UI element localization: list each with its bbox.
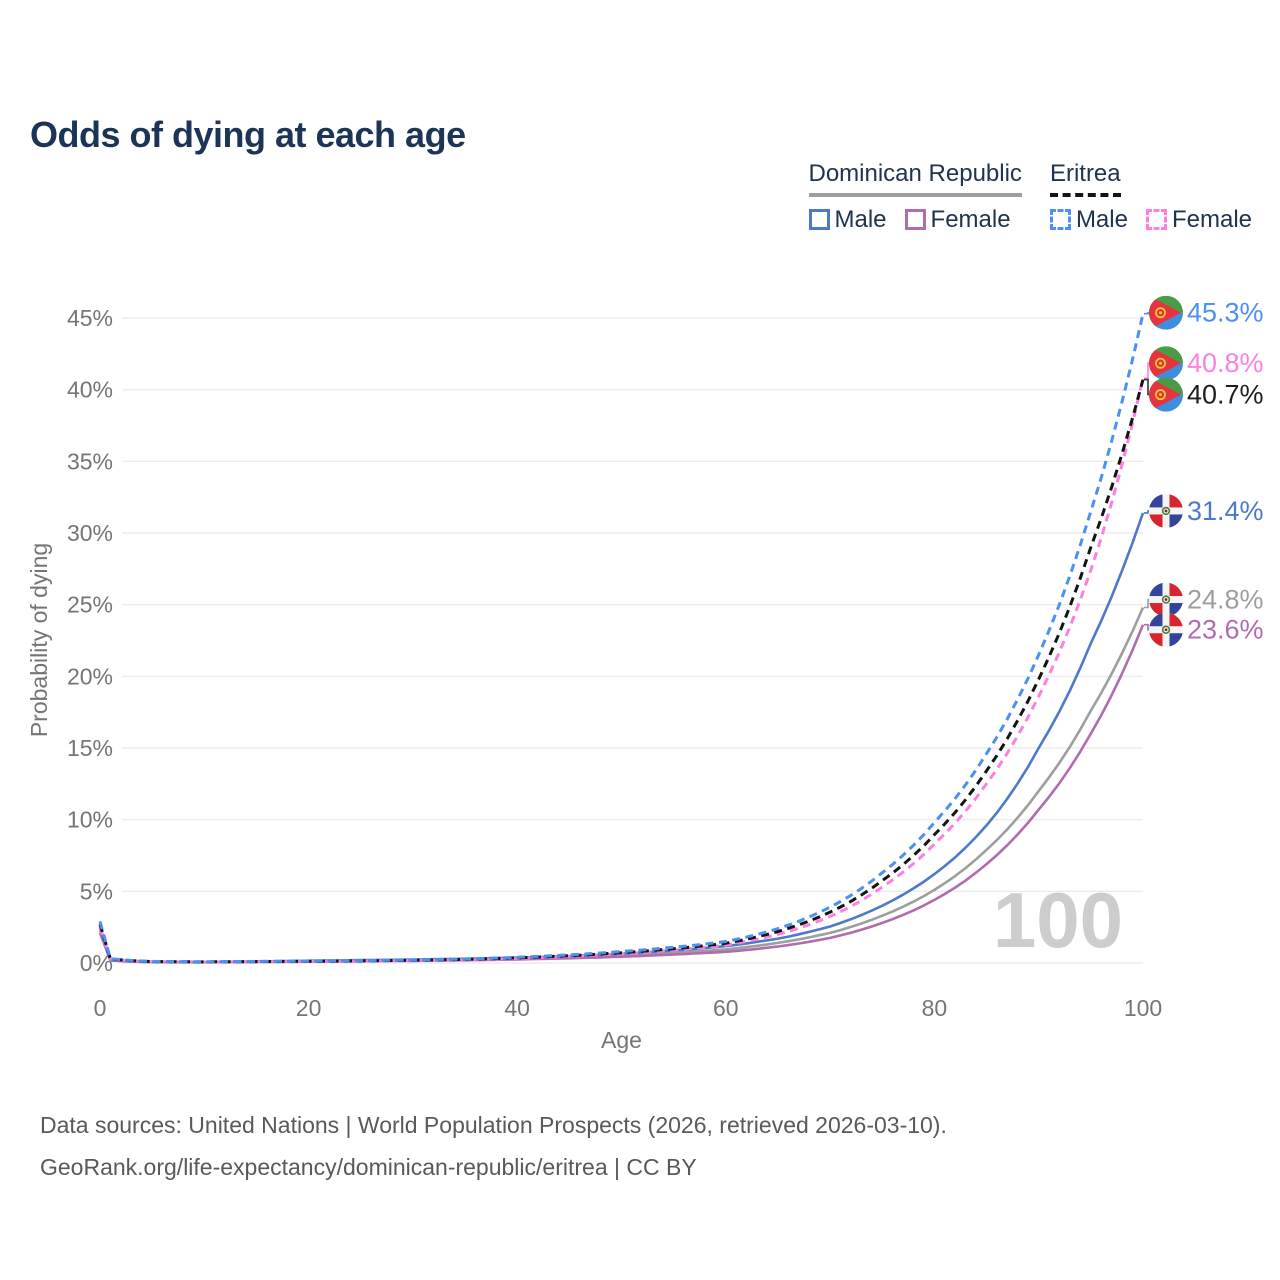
series-line-dr_female[interactable] <box>98 624 1145 964</box>
line-style-swatch-icon <box>904 209 926 231</box>
x-tick-label: 80 <box>922 995 948 1021</box>
dominican-republic-flag-icon <box>1149 583 1183 617</box>
end-value-label: 31.4% <box>1187 496 1264 526</box>
y-tick-label: 20% <box>67 663 113 689</box>
legend-item-label: Female <box>1171 205 1252 233</box>
y-tick-label: 30% <box>67 520 113 546</box>
data-source-text: Data sources: United Nations | World Pop… <box>40 1112 947 1138</box>
y-tick-label: 35% <box>67 448 113 474</box>
eritrea-flag-icon <box>1149 296 1183 330</box>
legend-item-dr-female[interactable]: Female <box>904 205 1011 234</box>
legend-item-label: Male <box>834 205 887 233</box>
end-value-label: 40.7% <box>1187 380 1264 410</box>
x-tick-label: 0 <box>94 995 107 1021</box>
page-title: Odds of dying at each age <box>30 114 466 156</box>
attribution-text: GeoRank.org/life-expectancy/dominican-re… <box>40 1154 697 1180</box>
legend-item-eritrea-female[interactable]: Female <box>1145 205 1252 234</box>
y-tick-label: 10% <box>67 807 113 833</box>
end-value-label: 23.6% <box>1187 615 1264 645</box>
legend-item-eritrea-male[interactable]: Male <box>1049 205 1128 234</box>
watermark-age-label: 100 <box>993 876 1123 964</box>
x-tick-label: 100 <box>1124 995 1162 1021</box>
legend-group-eritrea: Eritrea Male Female <box>1049 160 1252 234</box>
legend-item-label: Female <box>930 205 1011 233</box>
y-axis-title: Probability of dying <box>26 543 52 737</box>
eritrea-flag-icon <box>1149 346 1183 380</box>
line-style-swatch-icon <box>808 209 830 231</box>
legend: Dominican Republic Male Female Eritrea M… <box>808 160 1252 234</box>
legend-country-label: Dominican Republic <box>808 160 1022 197</box>
y-tick-label: 5% <box>80 878 113 904</box>
dominican-republic-flag-icon <box>1149 613 1183 647</box>
series-line-eritrea_female[interactable] <box>98 377 1145 964</box>
end-value-label: 40.8% <box>1187 348 1264 378</box>
legend-country-label: Eritrea <box>1049 160 1121 197</box>
series-line-eritrea_combined[interactable] <box>98 379 1145 964</box>
y-tick-label: 45% <box>67 305 113 331</box>
dominican-republic-flag-icon <box>1149 494 1183 528</box>
legend-item-dr-male[interactable]: Male <box>808 205 887 234</box>
y-tick-label: 15% <box>67 735 113 761</box>
eritrea-flag-icon <box>1149 378 1183 412</box>
legend-group-dominican-republic: Dominican Republic Male Female <box>808 160 1022 234</box>
line-style-swatch-icon <box>1145 209 1167 231</box>
x-axis-title: Age <box>601 1027 642 1053</box>
legend-item-label: Male <box>1075 205 1128 233</box>
line-style-swatch-icon <box>1049 209 1071 231</box>
end-value-label: 24.8% <box>1187 585 1264 615</box>
end-value-label: 45.3% <box>1187 298 1264 328</box>
x-tick-label: 40 <box>504 995 530 1021</box>
y-tick-label: 40% <box>67 377 113 403</box>
chart-footer: Data sources: United Nations | World Pop… <box>40 1104 947 1188</box>
y-tick-label: 25% <box>67 592 113 618</box>
x-tick-label: 60 <box>713 995 739 1021</box>
x-tick-label: 20 <box>296 995 322 1021</box>
series-line-dr_male[interactable] <box>98 512 1145 964</box>
